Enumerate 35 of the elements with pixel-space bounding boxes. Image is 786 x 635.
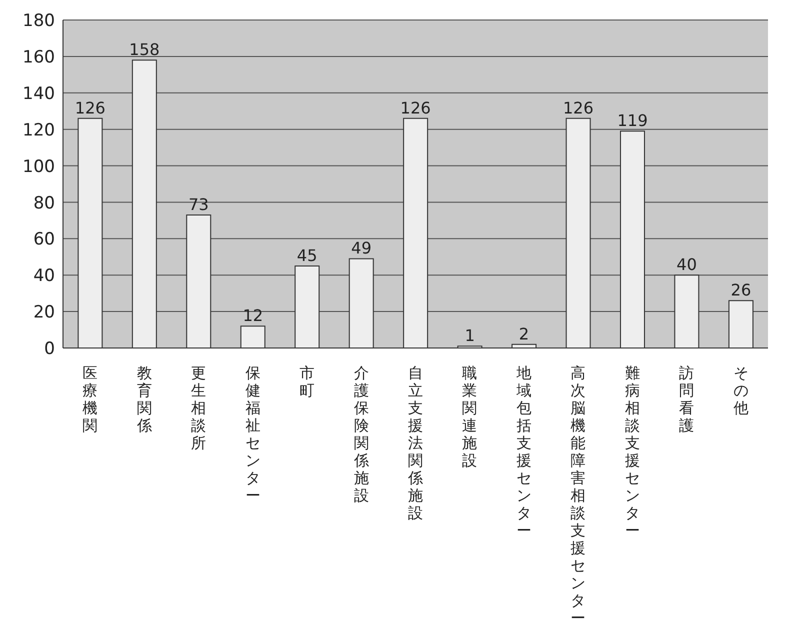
category-label: 自立支援法関係施設 (408, 364, 423, 522)
data-label: 1 (464, 326, 475, 346)
data-label: 126 (400, 98, 431, 118)
category-label: 地域包括支援センター (516, 364, 532, 540)
data-label: 119 (617, 111, 648, 130)
x-tick-label: 医療機関 (82, 364, 98, 434)
category-label: 難病相談支援センター (624, 364, 640, 540)
data-label: 126 (562, 98, 594, 118)
data-label: 40 (676, 255, 697, 274)
y-tick-label: 120 (22, 120, 55, 140)
x-tick-label: 訪問看護 (679, 364, 694, 434)
y-tick-label: 100 (22, 156, 55, 177)
y-tick-label: 60 (33, 230, 55, 250)
data-label: 26 (730, 280, 752, 300)
x-tick-label: 保健福祉センター (245, 364, 260, 504)
y-tick-label: 20 (33, 302, 55, 323)
data-label: 2 (518, 324, 530, 344)
x-tick-label: 更生相談所 (191, 364, 206, 452)
data-label: 126 (74, 98, 106, 118)
y-tick-label: 160 (22, 47, 55, 68)
data-label: 49 (351, 238, 372, 258)
x-tick-label: 市町 (300, 364, 315, 400)
x-tick-label: 教育関係 (136, 364, 152, 434)
x-tick-label: 職業関連施設 (462, 364, 478, 470)
data-label: 12 (242, 306, 264, 326)
data-label: 45 (296, 246, 318, 265)
x-tick-label: 介護保険関係施設 (352, 364, 369, 504)
y-tick-label: 140 (22, 84, 55, 104)
x-tick-label: その他 (733, 364, 748, 417)
y-tick-label: 40 (33, 266, 55, 286)
y-tick-label: 80 (33, 193, 55, 214)
data-label: 158 (129, 40, 160, 60)
y-tick-label: 180 (22, 11, 55, 32)
y-tick-label: 0 (44, 339, 55, 360)
category-label: 高次脳機能障害相談支援センター (570, 364, 586, 627)
